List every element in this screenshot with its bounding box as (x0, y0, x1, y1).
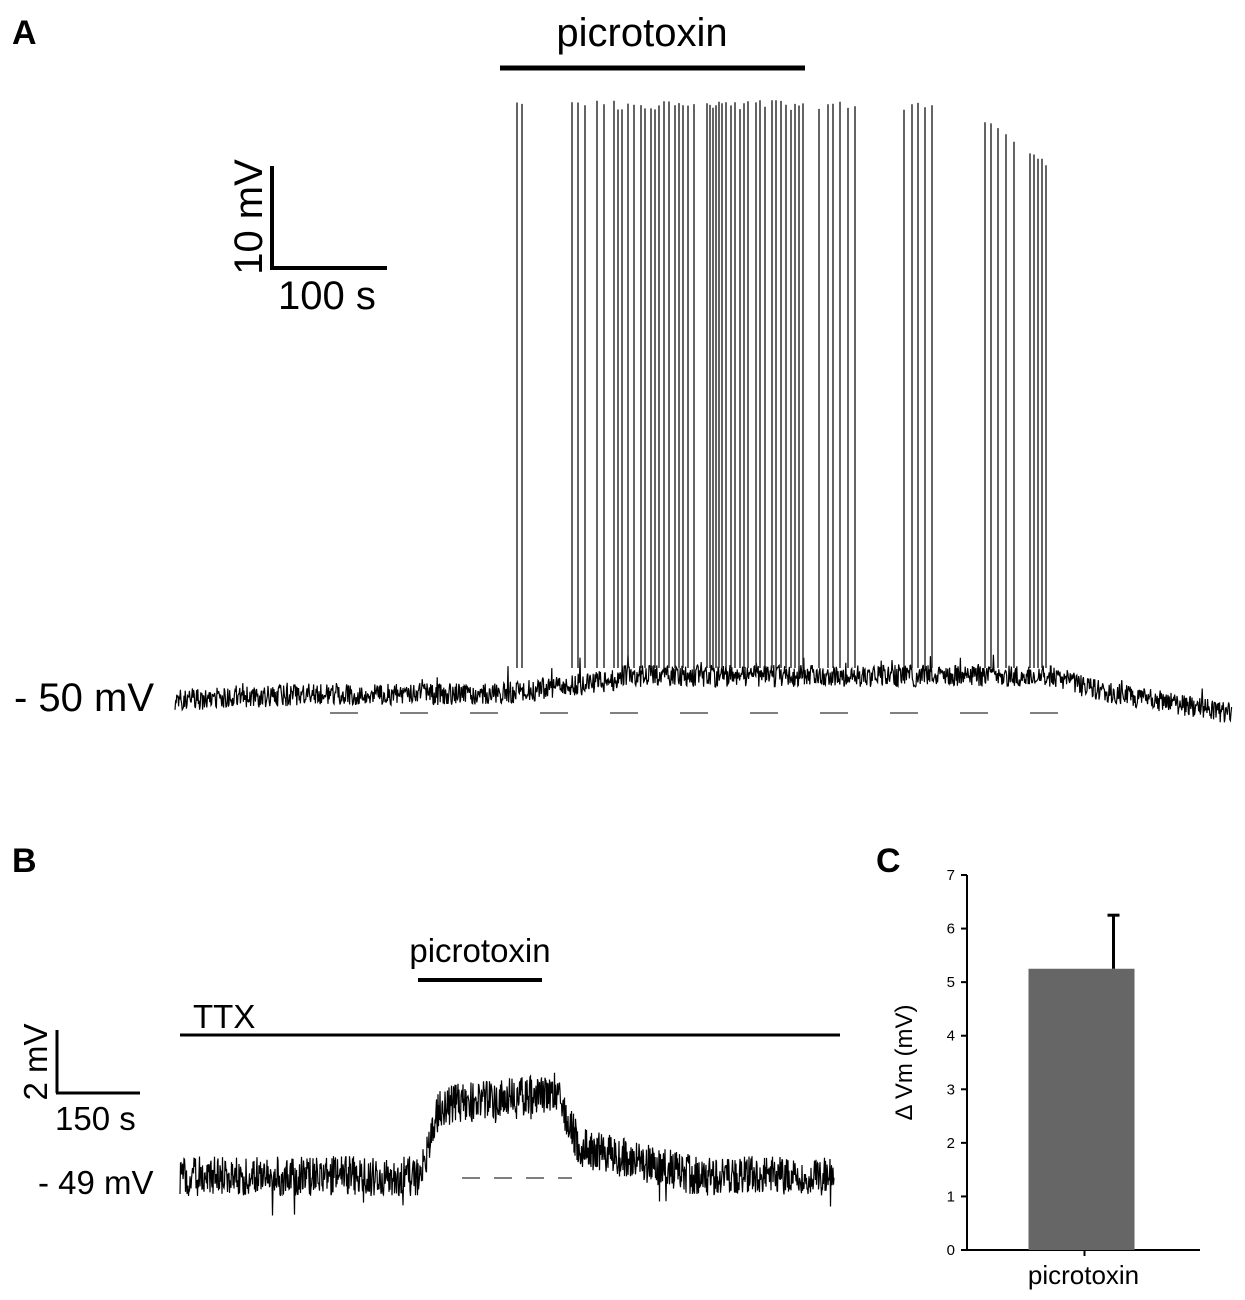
panel-c-y-tick-label: 7 (947, 867, 955, 884)
panel-a-voltage-trace (174, 654, 1233, 723)
panel-a-letter: A (12, 14, 37, 52)
panel-c-y-tick-label: 0 (947, 1242, 955, 1259)
panel-a-spikes (516, 100, 1047, 668)
panel-c-x-tick-label: picrotoxin (1028, 1260, 1139, 1290)
panel-c-bar-chart: 0 1 2 3 4 5 6 7 Δ Vm (mV) picrotoxin (891, 867, 1200, 1290)
panel-c-y-tick-label: 6 (947, 921, 955, 938)
panel-a-drug-label: picrotoxin (556, 11, 727, 55)
panel-c-y-axis-label: Δ Vm (mV) (891, 1004, 918, 1120)
panel-a-baseline-label: - 50 mV (14, 676, 154, 720)
panel-a-scale-bar (270, 166, 387, 270)
panel-b-letter: B (12, 842, 37, 880)
panel-b-voltage-trace (179, 1072, 835, 1216)
panel-c-letter: C (876, 842, 901, 880)
panel-b-scale-bar (55, 1030, 140, 1095)
panel-c-y-tick-label: 4 (947, 1028, 955, 1045)
panel-c-y-tick-label: 1 (947, 1188, 955, 1205)
panel-c-y-tick-label: 2 (947, 1135, 955, 1152)
panel-c-bar (1028, 968, 1135, 1250)
panel-b-drug-label: picrotoxin (409, 932, 550, 969)
panel-b: B picrotoxin TTX 2 mV 150 s - 49 mV (12, 842, 840, 1216)
panel-a: A picrotoxin 10 mV 100 s - 50 mV (12, 11, 1233, 723)
panel-b-scale-voltage: 2 mV (17, 1023, 54, 1100)
panel-c: C 0 1 2 3 4 5 6 7 Δ Vm (mV) picrotoxin (876, 842, 1200, 1290)
panel-c-y-tick-label: 5 (947, 974, 955, 991)
panel-b-scale-time: 150 s (55, 1100, 136, 1137)
panel-a-scale-time: 100 s (278, 274, 376, 318)
panel-c-y-tick-label: 3 (947, 1081, 955, 1098)
panel-a-trace-path (174, 654, 1233, 723)
panel-b-baseline-label: - 49 mV (38, 1164, 154, 1201)
panel-b-trace-path (179, 1072, 835, 1216)
panel-b-ttx-label: TTX (193, 998, 255, 1035)
panel-a-scale-voltage: 10 mV (227, 159, 271, 275)
